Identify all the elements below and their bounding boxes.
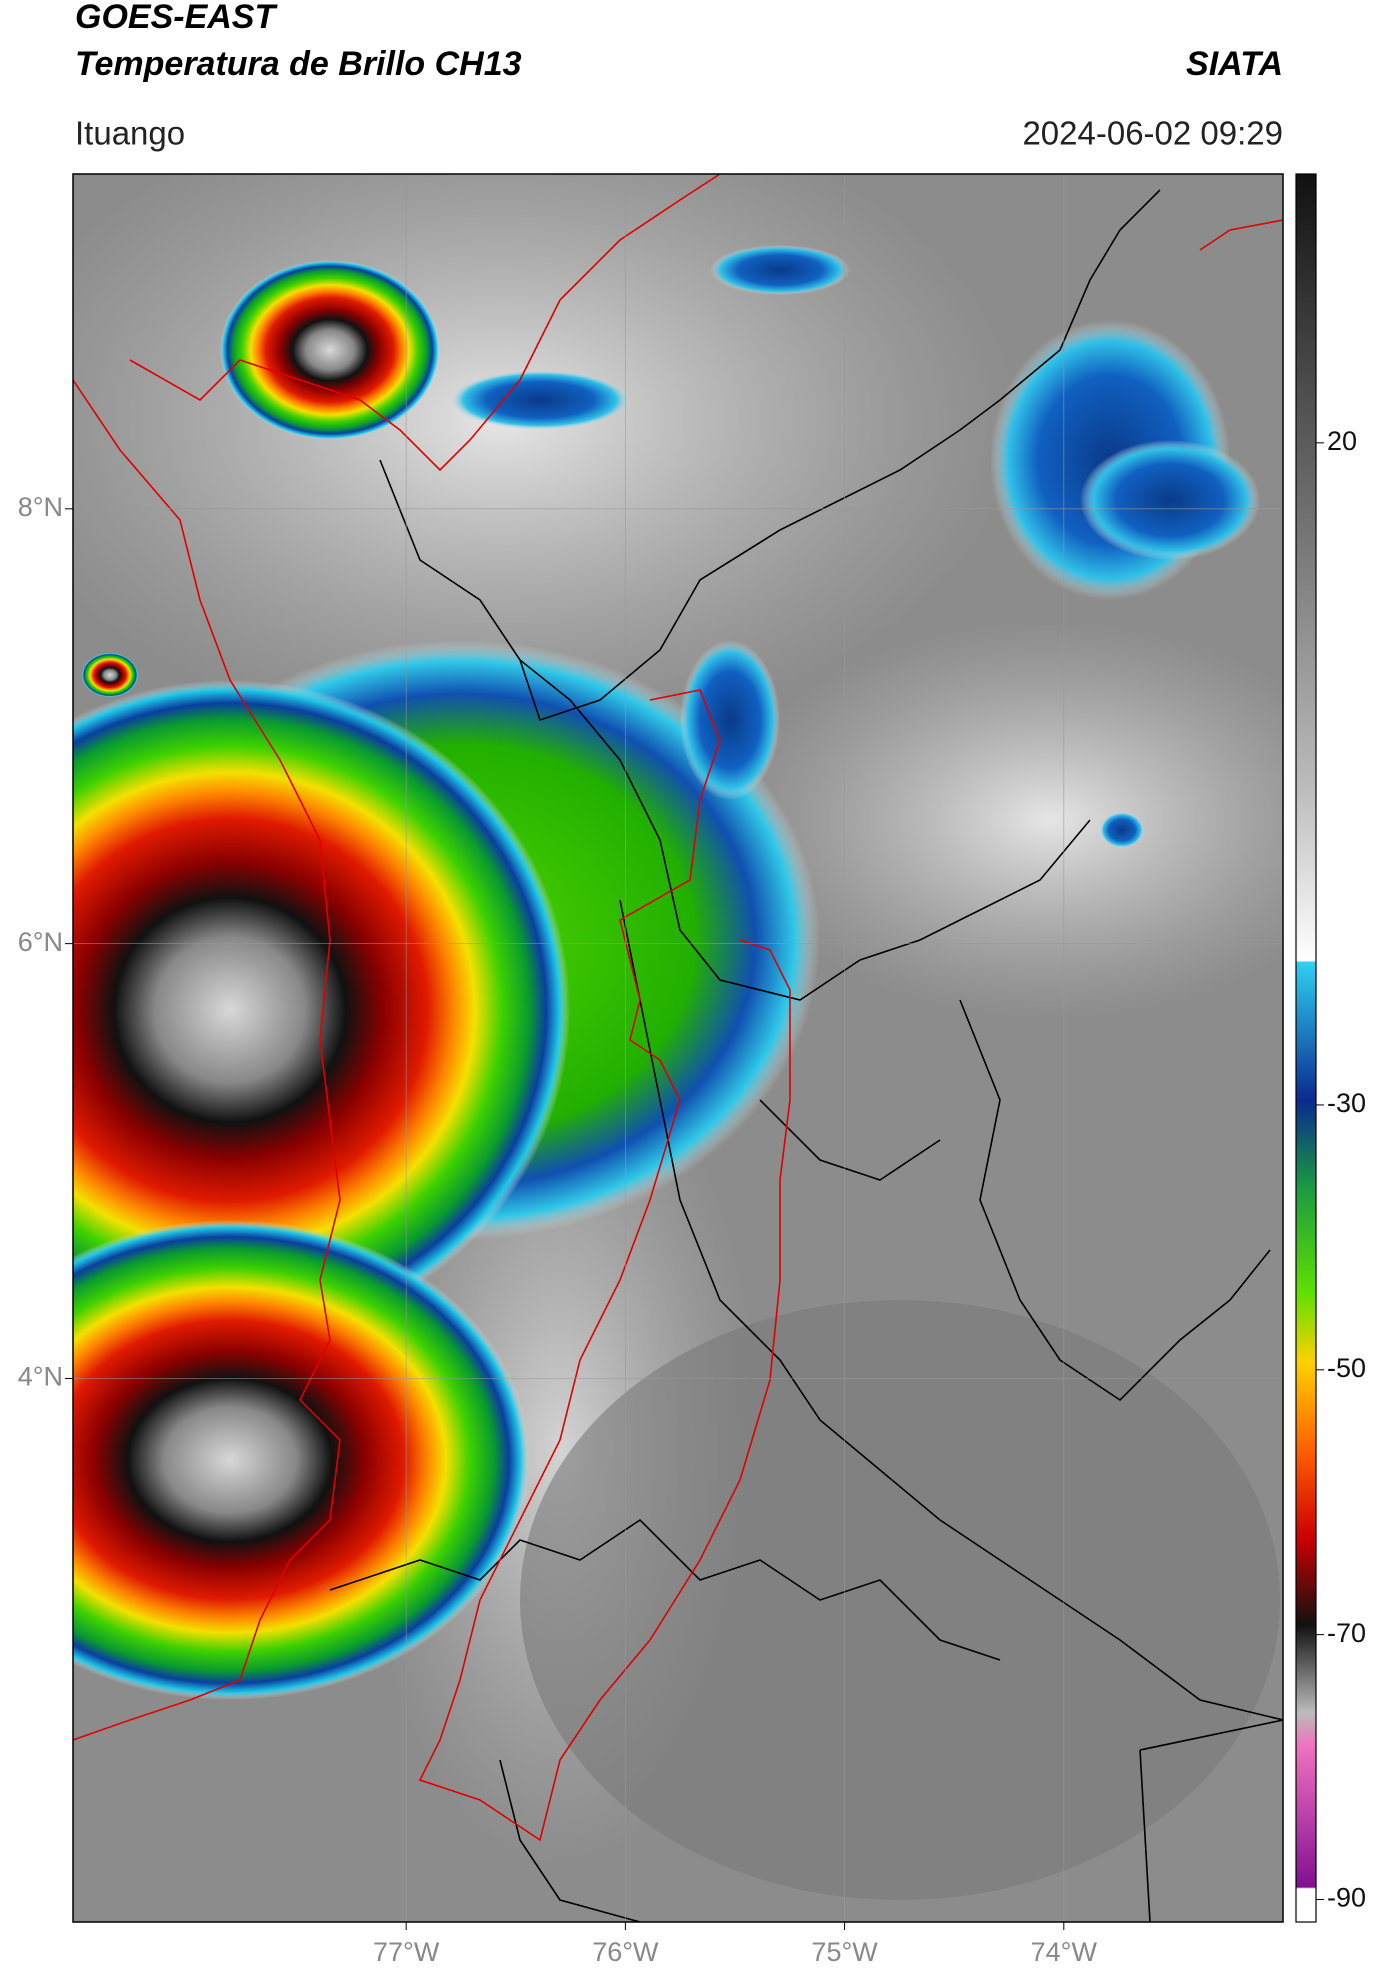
x-tick-label: 77°W	[373, 1937, 440, 1967]
y-tick-label: 6°N	[18, 927, 63, 957]
y-tick-label: 8°N	[18, 492, 63, 522]
colorbar-label: -50	[1327, 1353, 1366, 1383]
title: GOES-EAST	[75, 0, 278, 36]
x-tick-label: 75°W	[811, 1937, 878, 1967]
graticule	[73, 174, 1283, 1922]
colorbar-label: -90	[1327, 1883, 1366, 1913]
y-tick-label: 4°N	[18, 1362, 63, 1392]
satellite-image	[73, 174, 1283, 1922]
map-frame	[72, 173, 1284, 1923]
brand: SIATA	[1186, 45, 1283, 83]
location: Ituango	[75, 115, 185, 152]
subtitle: Temperatura de Brillo CH13	[75, 45, 522, 83]
colorbar	[1295, 173, 1317, 1923]
colorbar-label: 20	[1327, 426, 1357, 456]
timestamp: 2024-06-02 09:29	[1022, 115, 1283, 152]
colorbar-label: -30	[1327, 1088, 1366, 1118]
colorbar-label: -70	[1327, 1618, 1366, 1648]
x-tick-label: 74°W	[1031, 1937, 1098, 1967]
x-tick-label: 76°W	[592, 1937, 659, 1967]
